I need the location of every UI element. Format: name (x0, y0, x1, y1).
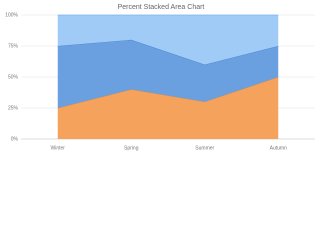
y-tick-label: 50% (8, 74, 19, 80)
chart: Percent Stacked Area Chart 0% 25% 50% 75% 10… (5, 4, 315, 151)
chart-title: Percent Stacked Area Chart (118, 4, 205, 11)
area (57, 39, 279, 108)
x-tick-label: Autumn (270, 145, 287, 151)
y-tick-label: 75% (8, 43, 19, 49)
area (57, 77, 279, 139)
y-tick-label: 100% (5, 12, 18, 18)
x-tick-label: Winter (51, 145, 66, 151)
y-tick-label: 25% (8, 105, 19, 111)
x-tick-label: Summer (195, 145, 214, 151)
y-tick-label: 0% (11, 136, 19, 142)
x-tick-label: Spring (124, 145, 139, 151)
area (57, 15, 279, 65)
